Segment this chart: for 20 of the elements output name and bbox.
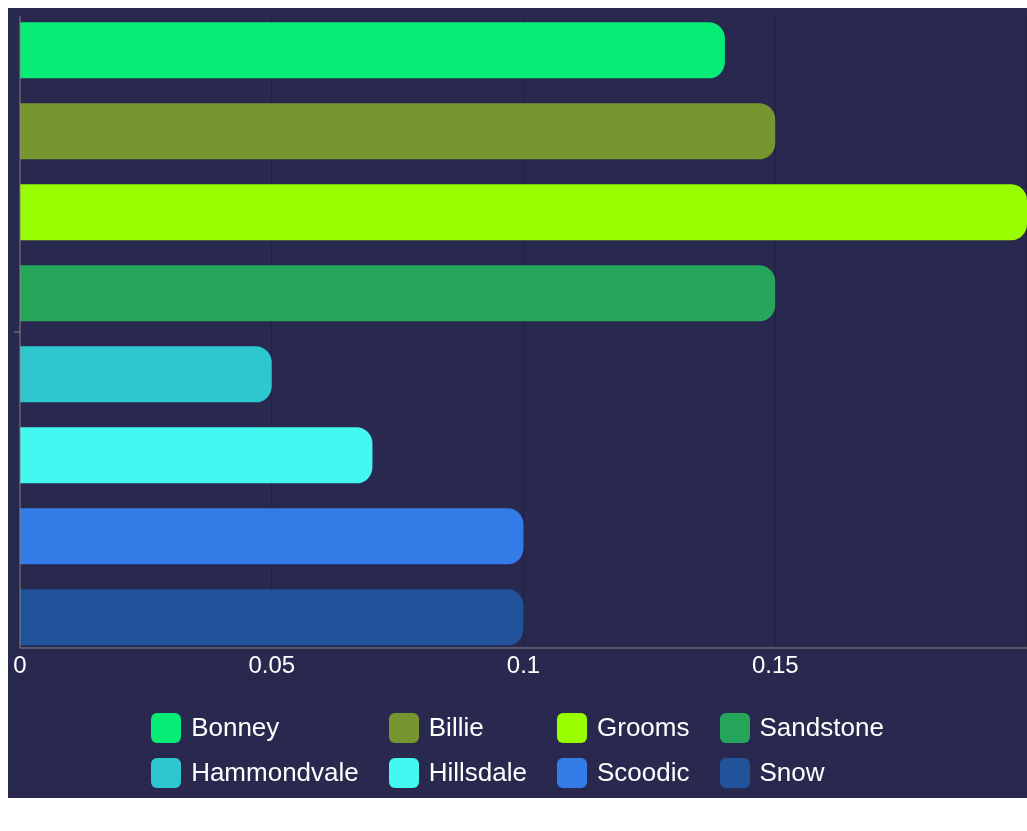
bar (20, 265, 776, 322)
legend-label: Sandstone (759, 712, 884, 743)
bar (20, 508, 524, 565)
legend-label: Hammondvale (191, 757, 359, 788)
x-tick-label: 0.05 (248, 651, 296, 679)
bar (20, 22, 725, 79)
legend-label: Billie (428, 712, 484, 743)
legend-label: Hillsdale (428, 757, 528, 788)
x-tick-label: 0.1 (506, 651, 541, 679)
legend-label: Grooms (597, 712, 690, 743)
bar (20, 103, 776, 160)
x-tick-label: 0.15 (751, 651, 799, 679)
bar (20, 346, 272, 403)
bar (20, 427, 373, 484)
x-tick-label: 0 (13, 651, 27, 679)
legend-label: Bonney (191, 712, 280, 743)
legend-label: Scoodic (597, 757, 690, 788)
legend-label: Snow (759, 757, 825, 788)
bar (20, 589, 524, 646)
bar (20, 184, 1027, 241)
